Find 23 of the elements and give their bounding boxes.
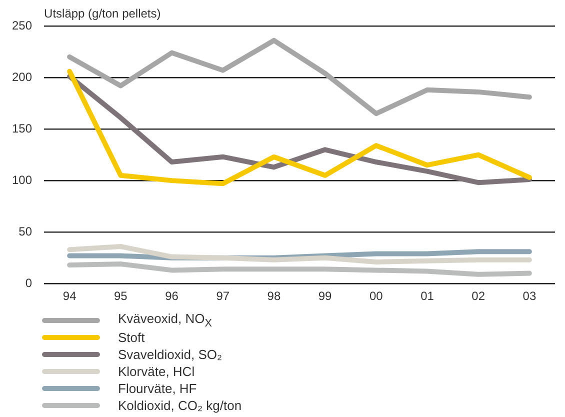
y-tick-label: 150 bbox=[12, 121, 32, 136]
x-tick-label: 97 bbox=[216, 289, 230, 304]
x-tick-label: 03 bbox=[522, 289, 536, 304]
y-tick-label: 250 bbox=[12, 18, 32, 32]
legend-label: Koldioxid, CO₂ kg/ton bbox=[118, 398, 242, 413]
legend-label: Kväveoxid, NO$_{X}$ bbox=[118, 311, 212, 330]
y-tick-label: 50 bbox=[18, 224, 32, 238]
legend-label: Klorväte, HCl bbox=[118, 364, 195, 379]
y-tick-label: 100 bbox=[12, 172, 32, 187]
x-tick-label: 99 bbox=[318, 289, 332, 304]
y-tick-label: 0 bbox=[25, 276, 32, 290]
legend-label: Stoft bbox=[118, 330, 145, 345]
y-axis-title: Utsläpp (g/ton pellets) bbox=[44, 6, 161, 20]
y-tick-label: 200 bbox=[12, 70, 32, 84]
x-tick-label: 98 bbox=[267, 289, 281, 304]
legend-label: Svaveldioxid, SO₂ bbox=[118, 347, 222, 362]
x-tick-label: 94 bbox=[62, 289, 77, 304]
x-tick-label: 95 bbox=[114, 289, 128, 304]
x-tick-label: 96 bbox=[165, 289, 179, 304]
x-tick-label: 00 bbox=[369, 289, 384, 304]
x-tick-label: 01 bbox=[420, 289, 434, 304]
legend-label: Flourväte, HF bbox=[118, 381, 197, 396]
x-tick-label: 02 bbox=[472, 289, 486, 304]
